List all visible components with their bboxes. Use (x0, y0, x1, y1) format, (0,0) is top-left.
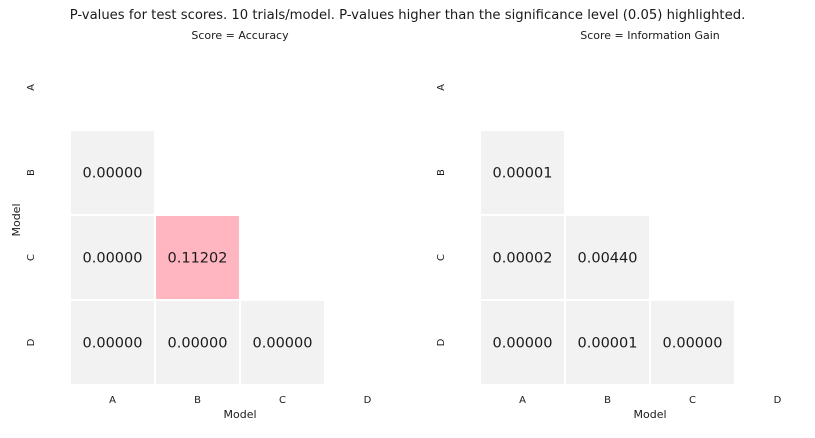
y-tick-label: A (26, 84, 37, 91)
cell-value-label: 0.00000 (83, 166, 143, 182)
x-tick-label: B (604, 395, 611, 406)
heatmap-cell (156, 216, 239, 299)
heatmap-cell (481, 216, 564, 299)
x-tick-label: C (689, 395, 696, 406)
cell-value-label: 0.00000 (493, 336, 553, 352)
y-tick-label: C (436, 254, 447, 261)
y-axis-label: Model (10, 203, 23, 236)
panel-title: Score = Accuracy (191, 29, 289, 42)
cell-value-label: 0.00440 (578, 251, 638, 267)
heatmap-cell (71, 216, 154, 299)
heatmap-cell (71, 131, 154, 214)
cell-value-label: 0.00000 (253, 336, 313, 352)
x-tick-label: A (109, 395, 116, 406)
heatmap-cell (156, 301, 239, 384)
panel-title: Score = Information Gain (580, 29, 720, 42)
cell-value-label: 0.00000 (168, 336, 228, 352)
cell-value-label: 0.00000 (663, 336, 723, 352)
cell-value-label: 0.11202 (168, 251, 228, 267)
cell-value-label: 0.00002 (493, 251, 553, 267)
heatmap-cell (71, 301, 154, 384)
x-tick-label: A (519, 395, 526, 406)
x-tick-label: D (364, 395, 372, 406)
x-tick-label: D (774, 395, 782, 406)
y-tick-label: A (436, 84, 447, 91)
x-axis-label: Model (633, 408, 666, 421)
x-axis-label: Model (223, 408, 256, 421)
heatmap-cell (241, 301, 324, 384)
x-tick-label: C (279, 395, 286, 406)
y-tick-label: B (26, 169, 37, 176)
y-tick-label: D (436, 338, 447, 346)
y-tick-label: D (26, 338, 37, 346)
y-tick-label: C (26, 254, 37, 261)
cell-value-label: 0.00001 (493, 166, 553, 182)
heatmap-cell (651, 301, 734, 384)
heatmap-cell (481, 131, 564, 214)
cell-value-label: 0.00000 (83, 336, 143, 352)
figure-title: P-values for test scores. 10 trials/mode… (69, 8, 746, 23)
heatmap-cell (481, 301, 564, 384)
cell-value-label: 0.00000 (83, 251, 143, 267)
y-tick-label: B (436, 169, 447, 176)
x-tick-label: B (194, 395, 201, 406)
heatmap-cell (566, 301, 649, 384)
heatmap-cell (566, 216, 649, 299)
cell-value-label: 0.00001 (578, 336, 638, 352)
